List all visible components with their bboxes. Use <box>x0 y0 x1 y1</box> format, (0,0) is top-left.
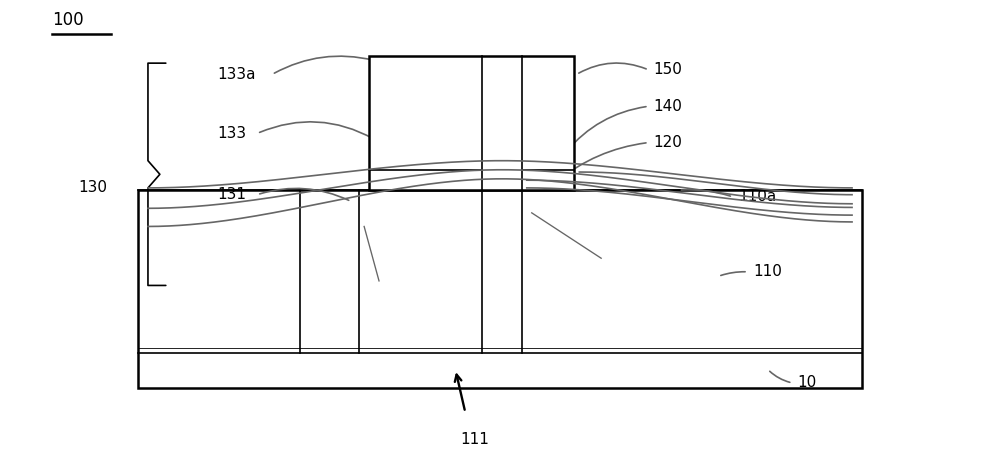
Bar <box>369 56 574 190</box>
Text: 110: 110 <box>753 264 782 280</box>
Text: 100: 100 <box>52 11 83 29</box>
Text: 130: 130 <box>79 180 108 195</box>
Text: 133: 133 <box>217 126 246 141</box>
Bar <box>138 190 862 388</box>
Text: 131: 131 <box>217 187 246 202</box>
Text: 10: 10 <box>798 376 817 390</box>
Text: 110a: 110a <box>738 189 776 205</box>
Text: 111: 111 <box>461 432 490 447</box>
Text: 150: 150 <box>654 62 683 78</box>
Text: 120: 120 <box>654 135 683 150</box>
Text: 133a: 133a <box>217 67 256 82</box>
Text: 140: 140 <box>654 99 683 114</box>
